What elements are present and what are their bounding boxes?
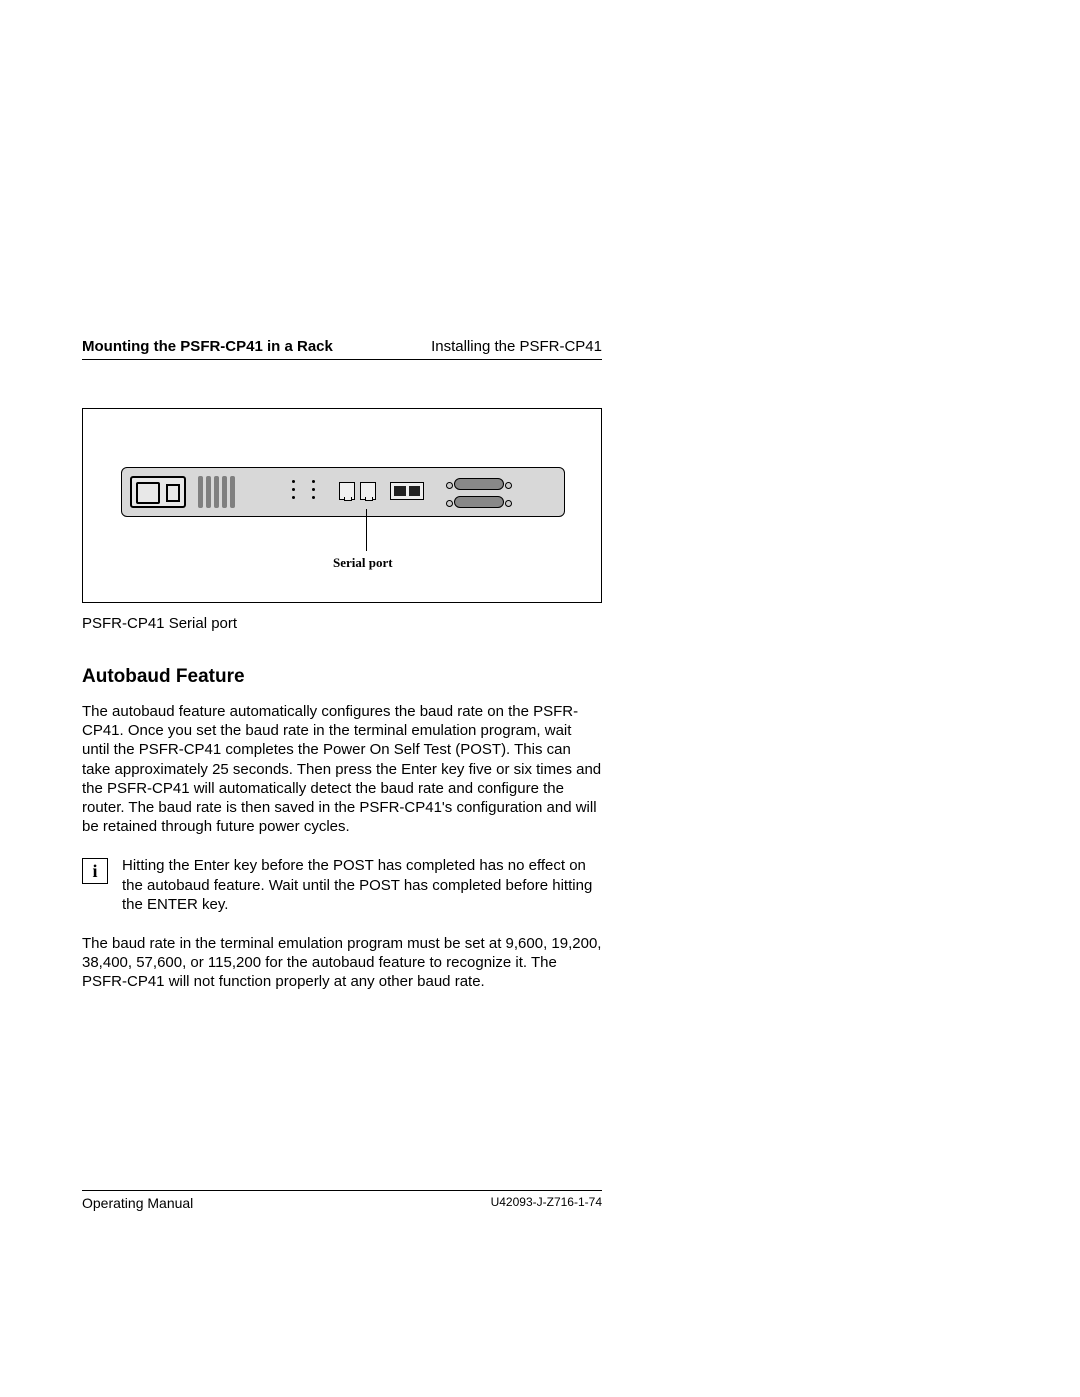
device-illustration: [121, 467, 565, 517]
page-content: Mounting the PSFR-CP41 in a Rack Install…: [82, 338, 602, 1011]
power-module: [130, 476, 186, 508]
rj45-port-2: [360, 482, 376, 500]
callout-leader-line: [366, 517, 367, 551]
header-row: Mounting the PSFR-CP41 in a Rack Install…: [82, 338, 602, 360]
info-icon: i: [82, 858, 108, 884]
header-right: Installing the PSFR-CP41: [431, 338, 602, 355]
figure-box: Serial port: [82, 408, 602, 603]
fiber-ports: [390, 482, 424, 500]
section-heading: Autobaud Feature: [82, 666, 602, 688]
power-switch-icon: [166, 484, 180, 502]
footer-left: Operating Manual: [82, 1195, 193, 1211]
paragraph-1: The autobaud feature automatically confi…: [82, 702, 602, 836]
info-note: i Hitting the Enter key before the POST …: [82, 856, 602, 914]
footer-right: U42093-J-Z716-1-74: [491, 1195, 602, 1211]
vent-grille: [198, 476, 235, 508]
rj45-port-1: [339, 482, 355, 500]
power-socket-icon: [136, 482, 160, 504]
callout-leader: [366, 509, 367, 517]
parallel-port-1: [454, 478, 504, 490]
led-column-2: [312, 480, 315, 504]
header-left: Mounting the PSFR-CP41 in a Rack: [82, 338, 333, 355]
parallel-port-2: [454, 496, 504, 508]
led-column-1: [292, 480, 295, 504]
callout-label: Serial port: [333, 555, 393, 571]
info-text: Hitting the Enter key before the POST ha…: [122, 856, 602, 914]
figure-caption: PSFR-CP41 Serial port: [82, 615, 602, 632]
footer-row: Operating Manual U42093-J-Z716-1-74: [82, 1190, 602, 1211]
paragraph-2: The baud rate in the terminal emulation …: [82, 934, 602, 992]
